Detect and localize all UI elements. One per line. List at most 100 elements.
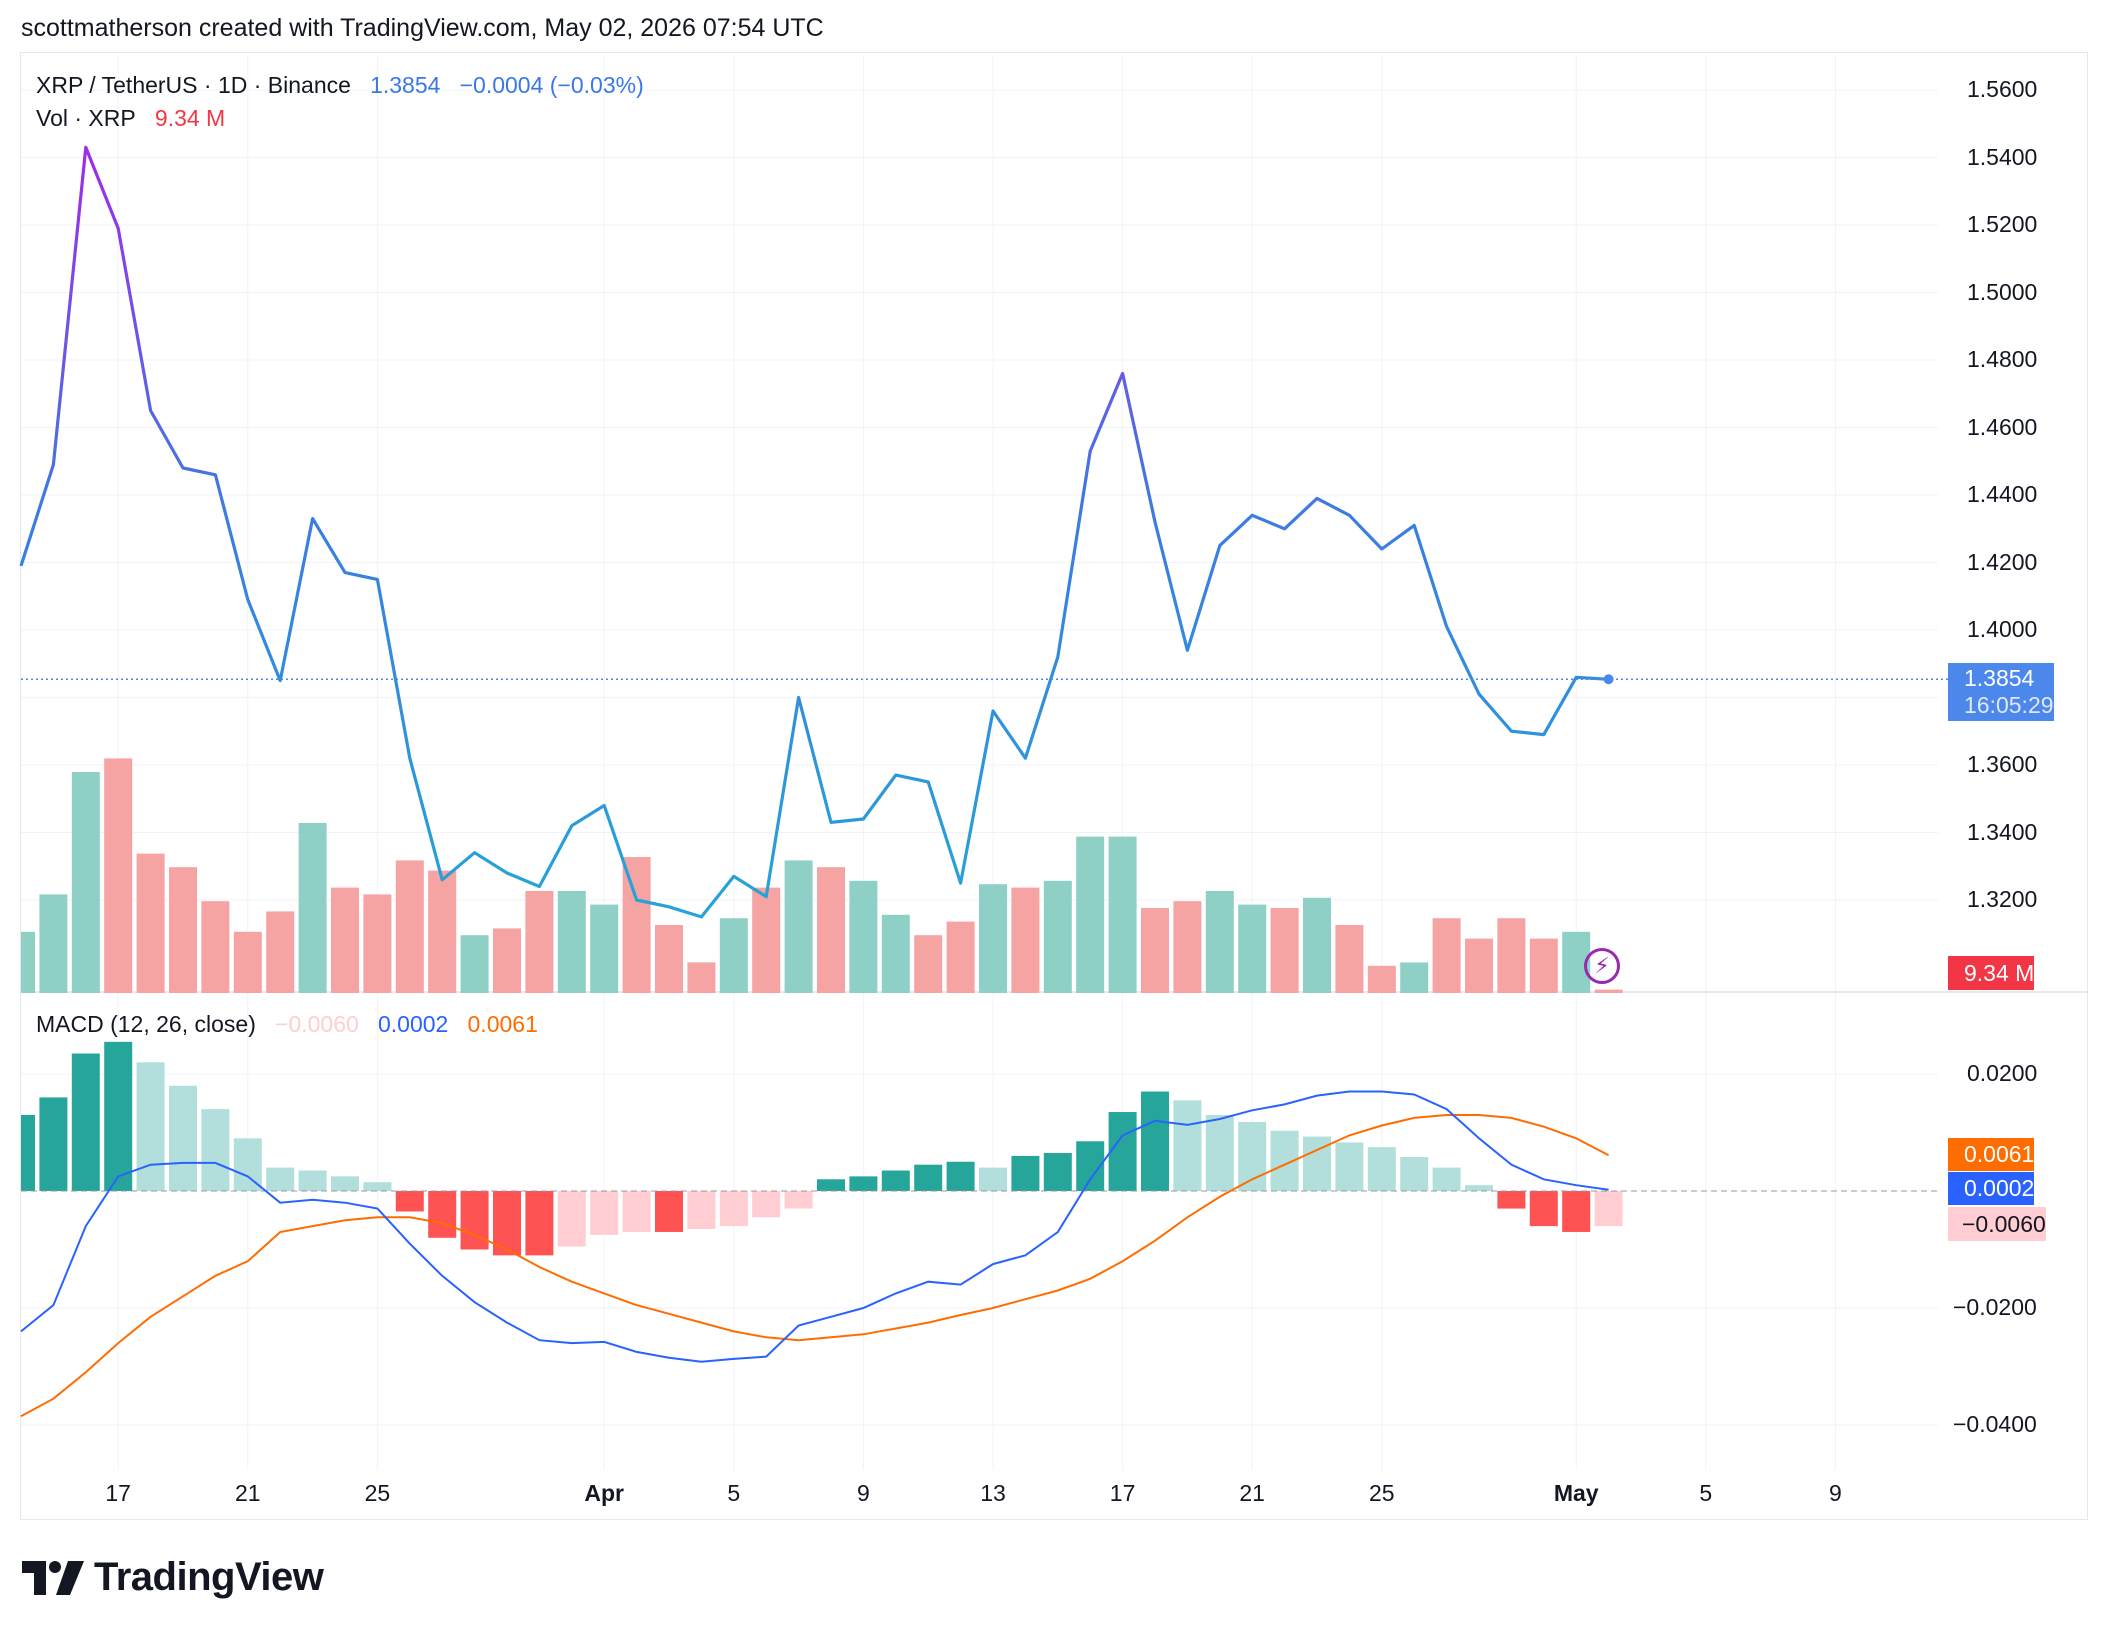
volume-bar — [979, 884, 1007, 993]
price-tick-label: 1.3600 — [1967, 751, 2038, 777]
attribution-text: scottmatherson created with TradingView.… — [21, 14, 824, 42]
macd-hist-bar — [622, 1191, 651, 1232]
volume-bar — [298, 823, 327, 993]
macd-hist-bar — [687, 1191, 716, 1230]
volume-bar — [201, 901, 230, 993]
price-badge: 1.3854 16:05:29 — [1948, 663, 2054, 721]
volume-bar — [590, 904, 619, 993]
price-line — [19, 145, 1609, 919]
volume-bar — [395, 860, 424, 993]
price-tick-label: 1.4400 — [1967, 481, 2038, 507]
volume-bar — [21, 931, 35, 993]
lightning-icon[interactable]: ⚡ — [1584, 948, 1620, 984]
volume-bar — [1141, 908, 1169, 993]
volume-bar — [1465, 938, 1493, 993]
volume-bar — [104, 758, 133, 993]
price-tick-label: 1.5000 — [1967, 278, 2038, 305]
volume-bar — [363, 894, 392, 993]
macd-hist-bar — [914, 1164, 943, 1191]
macd-hist-bar — [1594, 1191, 1623, 1227]
macd-hist-bar — [104, 1041, 133, 1191]
macd-line-badge: 0.0002 — [1948, 1172, 2035, 1205]
time-tick-label: 5 — [1699, 1480, 1713, 1506]
volume-bars — [21, 758, 1623, 993]
macd-hist-bar — [881, 1170, 910, 1191]
time-tick-label: 25 — [1369, 1480, 1395, 1506]
volume-bar — [752, 887, 781, 993]
price-tick-label: 1.4800 — [1967, 346, 2038, 372]
symbol-name: XRP / TetherUS · 1D · Binance — [36, 72, 351, 98]
macd-hist-bar — [363, 1182, 392, 1191]
price-tick-label: 1.4200 — [1967, 548, 2038, 575]
price-tick-label: 1.3400 — [1967, 818, 2038, 845]
macd-tick-label: −0.0200 — [1953, 1294, 2037, 1320]
time-tick-label: 17 — [1109, 1480, 1136, 1506]
macd-hist-bar — [39, 1097, 68, 1191]
volume-bar — [428, 870, 457, 993]
macd-tick-label: −0.0400 — [1953, 1411, 2037, 1437]
macd-hist-bar — [1465, 1185, 1493, 1191]
macd-hist-bar — [1335, 1142, 1364, 1191]
macd-hist-bar — [979, 1167, 1007, 1191]
price-tick-label: 1.4600 — [1967, 413, 2038, 440]
macd-hist-bar — [1108, 1112, 1137, 1191]
macd-hist-bar — [428, 1191, 457, 1238]
volume-bar — [784, 860, 813, 993]
volume-bar — [914, 935, 943, 993]
volume-bar — [849, 880, 878, 993]
volume-bar — [1238, 904, 1267, 993]
series-lines — [19, 145, 1948, 1418]
volume-bar — [331, 887, 359, 993]
volume-legend: Vol · XRP 9.34 M — [36, 105, 225, 132]
macd-hist-bar — [590, 1191, 619, 1235]
macd-hist-bar — [136, 1062, 165, 1191]
macd-hist-value: −0.0060 — [275, 1011, 359, 1037]
volume-bar — [1173, 901, 1202, 993]
time-tick-label: 17 — [105, 1480, 131, 1506]
macd-line — [20, 1090, 1609, 1363]
price-tick-label: 1.3200 — [1967, 886, 2038, 912]
volume-bar — [1108, 836, 1137, 993]
volume-bar — [946, 921, 975, 993]
time-tick-label: May — [1553, 1480, 1599, 1506]
time-tick-label: 21 — [1239, 1480, 1265, 1506]
macd-signal-line — [20, 1114, 1610, 1418]
volume-bar — [39, 894, 68, 993]
symbol-legend: XRP / TetherUS · 1D · Binance 1.3854 −0.… — [36, 72, 644, 99]
macd-hist-bar — [71, 1053, 100, 1191]
time-tick-label: 9 — [1828, 1480, 1842, 1506]
macd-hist-bar — [169, 1085, 197, 1191]
chart-frame — [20, 52, 2088, 1520]
tradingview-logo-text: TradingView — [94, 1555, 324, 1599]
macd-hist-bar — [1011, 1155, 1040, 1191]
volume-bar — [1011, 887, 1040, 993]
price-badge-value: 1.3854 — [1964, 665, 2035, 691]
volume-bar — [1303, 897, 1331, 993]
volume-value: 9.34 M — [154, 105, 226, 131]
volume-bar — [817, 867, 845, 993]
volume-bar — [1205, 891, 1234, 993]
macd-tick-label: 0.0200 — [1967, 1060, 2038, 1086]
macd-hist-bar — [655, 1191, 683, 1232]
macd-hist-bar — [233, 1138, 262, 1191]
macd-hist-bar — [1432, 1167, 1461, 1191]
volume-bar — [136, 853, 165, 993]
volume-bar — [1043, 880, 1072, 993]
macd-hist-bar — [1400, 1157, 1429, 1191]
last-price-dot — [1603, 674, 1614, 685]
macd-hist-bar — [1497, 1191, 1526, 1209]
macd-legend: MACD (12, 26, close) −0.0060 0.0002 0.00… — [36, 1011, 538, 1038]
macd-hist-bar — [201, 1109, 230, 1191]
time-tick-label: 9 — [856, 1480, 870, 1506]
macd-hist-badge: −0.0060 — [1948, 1207, 2046, 1241]
macd-hist-bar — [557, 1191, 586, 1247]
macd-hist-bar — [331, 1176, 359, 1191]
macd-hist-bar — [1529, 1191, 1558, 1227]
time-tick-label: 21 — [235, 1480, 261, 1506]
volume-label: Vol · XRP — [36, 105, 136, 131]
volume-bar — [622, 857, 651, 993]
macd-signal-value: 0.0061 — [467, 1011, 538, 1037]
macd-hist-bar — [1238, 1121, 1267, 1191]
